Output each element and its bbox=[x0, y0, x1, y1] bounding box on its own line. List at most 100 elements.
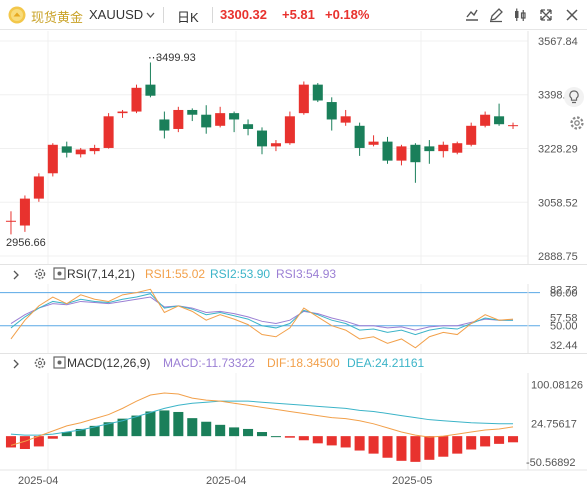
macd-histogram-bar bbox=[117, 418, 128, 437]
macd-axis-label: 24.75617 bbox=[531, 418, 577, 430]
candle-body[interactable] bbox=[410, 144, 421, 163]
macd-panel[interactable]: 100.08126 24.75617 -50.56892 MACD(12,26,9)… bbox=[0, 353, 587, 488]
candle-body[interactable] bbox=[201, 114, 212, 128]
candle-body[interactable] bbox=[229, 113, 240, 120]
candle-body[interactable] bbox=[215, 113, 226, 126]
rsi3-line bbox=[10, 296, 514, 331]
macd-histogram-bar bbox=[173, 411, 184, 437]
macd-settings-icon[interactable] bbox=[34, 357, 46, 369]
dif-value: DIF:18.34500 bbox=[267, 356, 340, 370]
macd-histogram-bar bbox=[494, 436, 505, 444]
price-change-percent: +0.18% bbox=[325, 7, 370, 22]
indicator-button[interactable] bbox=[462, 5, 482, 25]
close-button[interactable] bbox=[562, 5, 582, 25]
candle-body[interactable] bbox=[368, 141, 379, 145]
candle-body[interactable] bbox=[243, 124, 254, 129]
chart-toolbar: 现货黄金 XAUUSD 日K 3300.32 +5.81 +0.18% bbox=[0, 0, 587, 30]
price-axis-label: 3567.84 bbox=[538, 36, 578, 48]
rsi-settings-icon[interactable] bbox=[34, 268, 46, 280]
candle-body[interactable] bbox=[424, 146, 435, 152]
candle-body[interactable] bbox=[452, 143, 463, 153]
macd-histogram-bar bbox=[396, 436, 407, 461]
chevron-down-icon[interactable] bbox=[146, 11, 155, 19]
candle-body[interactable] bbox=[340, 116, 351, 123]
candle-body[interactable] bbox=[256, 130, 268, 147]
macd-histogram-bar bbox=[270, 436, 281, 438]
candle-body[interactable] bbox=[159, 119, 170, 131]
rsi-collapse-icon[interactable] bbox=[13, 270, 19, 280]
candle-body[interactable] bbox=[326, 102, 337, 120]
candle-body[interactable] bbox=[187, 109, 198, 115]
macd-histogram-bar bbox=[215, 424, 226, 437]
draw-button[interactable] bbox=[486, 5, 506, 25]
macd-axis-label: -50.56892 bbox=[526, 457, 576, 469]
macd-histogram-bar bbox=[368, 436, 379, 454]
macd-axis-label: 100.08126 bbox=[531, 380, 583, 392]
macd-histogram-bar bbox=[201, 421, 212, 437]
candle-body[interactable] bbox=[19, 198, 30, 226]
lightbulb-icon bbox=[564, 87, 584, 107]
macd-histogram-bar bbox=[5, 436, 16, 448]
candle-body[interactable] bbox=[117, 111, 128, 114]
candle-body[interactable] bbox=[312, 84, 323, 101]
settings-button[interactable] bbox=[568, 114, 586, 132]
macd-histogram-bar bbox=[89, 425, 100, 437]
candle-body[interactable] bbox=[75, 149, 86, 155]
candle-body[interactable] bbox=[131, 87, 142, 112]
low-price-label: 2956.66 bbox=[6, 237, 46, 249]
rsi3-value: RSI3:54.93 bbox=[276, 267, 336, 281]
macd-eye-icon[interactable] bbox=[53, 356, 66, 369]
period-selector[interactable]: 日K bbox=[177, 10, 199, 25]
rsi-axis-label: 50.00 bbox=[550, 321, 578, 333]
macd-histogram-bar bbox=[103, 422, 114, 437]
candle-body[interactable] bbox=[103, 116, 114, 148]
candle-body[interactable] bbox=[508, 125, 519, 127]
rsi-eye-icon[interactable] bbox=[53, 267, 66, 280]
gold-coin-icon bbox=[8, 6, 26, 24]
macd-collapse-icon[interactable] bbox=[13, 359, 19, 369]
candlestick-chart[interactable]: 3499.93 ⋯ 2956.66 3567.843398.073228.293… bbox=[0, 31, 587, 264]
candle-body[interactable] bbox=[466, 125, 477, 145]
macd-histogram-bar bbox=[410, 436, 421, 462]
candle-type-button[interactable] bbox=[510, 5, 530, 25]
price-change: +5.81 bbox=[282, 7, 315, 22]
candle-body[interactable] bbox=[382, 141, 393, 161]
candle-body[interactable] bbox=[47, 144, 58, 174]
macd-histogram-bar bbox=[508, 436, 519, 443]
candle-body[interactable] bbox=[354, 125, 365, 148]
macd-histogram-bar bbox=[61, 432, 72, 437]
candle-body[interactable] bbox=[396, 146, 407, 161]
dea-value: DEA:24.21161 bbox=[347, 356, 424, 370]
instrument-name[interactable]: 现货黄金 bbox=[31, 10, 84, 25]
candle-body[interactable] bbox=[438, 144, 449, 152]
candle-body[interactable] bbox=[61, 146, 72, 153]
candle-body[interactable] bbox=[298, 84, 309, 114]
rsi-axis-label: 32.44 bbox=[550, 340, 578, 352]
macd-histogram-bar bbox=[438, 436, 449, 457]
candle-body[interactable] bbox=[494, 116, 505, 125]
instrument-symbol[interactable]: XAUUSD bbox=[89, 7, 144, 22]
rsi2-value: RSI2:53.90 bbox=[210, 267, 270, 281]
macd-histogram-bar bbox=[466, 436, 477, 450]
macd-histogram-bar bbox=[243, 428, 254, 437]
fullscreen-button[interactable] bbox=[536, 5, 556, 25]
settings-icon bbox=[570, 116, 584, 130]
candle-body[interactable] bbox=[270, 143, 281, 147]
macd-histogram-bar bbox=[382, 436, 393, 458]
candle-body[interactable] bbox=[145, 84, 156, 96]
indicator-icon bbox=[466, 9, 478, 21]
tips-button[interactable] bbox=[563, 86, 585, 108]
macd-histogram-bar bbox=[312, 436, 323, 444]
candle-body[interactable] bbox=[284, 116, 295, 144]
candle-body[interactable] bbox=[33, 176, 44, 199]
candle-body[interactable] bbox=[173, 109, 184, 129]
close-icon bbox=[566, 9, 578, 21]
candle-body[interactable] bbox=[480, 114, 491, 126]
candle-body[interactable] bbox=[89, 147, 100, 152]
rsi1-value: RSI1:55.02 bbox=[145, 267, 205, 281]
candle-body[interactable] bbox=[5, 220, 16, 222]
macd-histogram-bar bbox=[284, 436, 295, 438]
rsi-axis-label: 57.58 bbox=[550, 312, 578, 324]
macd-histogram-bar bbox=[75, 428, 86, 437]
